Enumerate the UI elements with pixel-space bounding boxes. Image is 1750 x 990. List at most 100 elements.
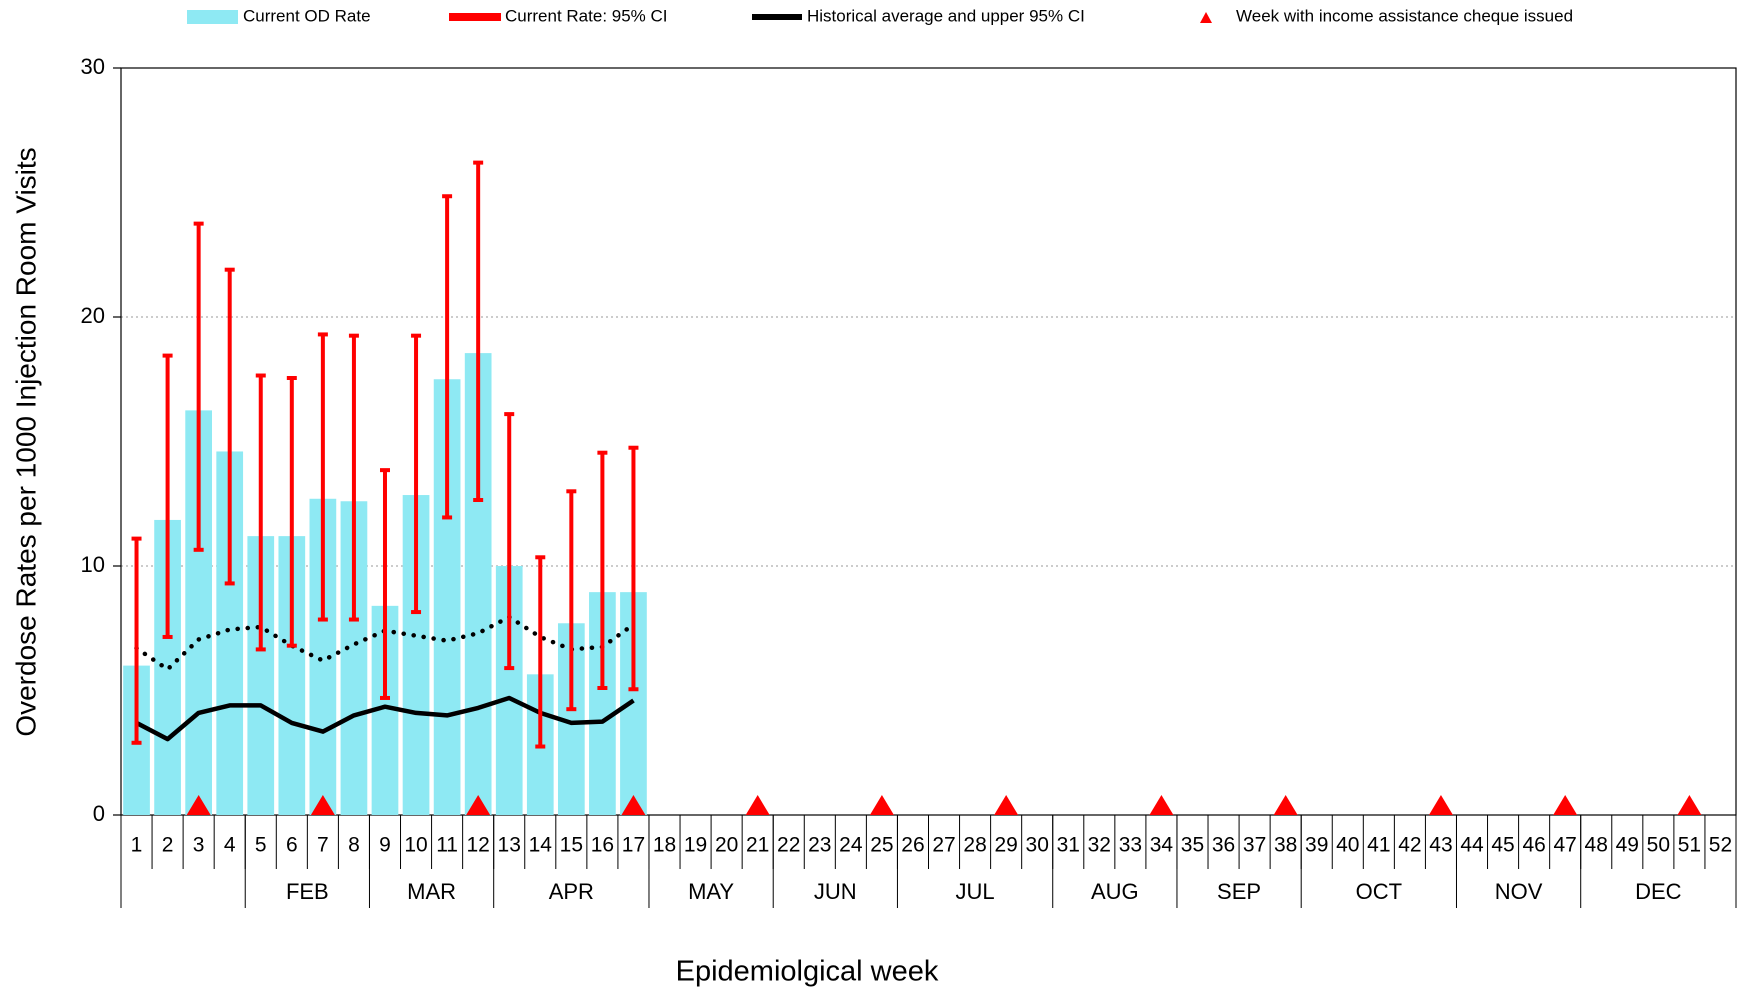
ci-bar [162,353,173,639]
legend-label: Current OD Rate [243,6,371,25]
x-tick-label: 11 [436,834,458,857]
ci-bar [255,373,266,652]
month-label: AUG [1091,879,1139,904]
cheque-marker [745,795,770,815]
x-tick-label: 6 [286,834,298,857]
x-tick-label: 24 [839,834,863,857]
x-tick-label: 33 [1119,834,1142,857]
x-tick-label: 48 [1585,834,1608,857]
month-label: DEC [1635,879,1682,904]
month-label: OCT [1356,879,1402,904]
ci-bar [535,555,546,749]
x-tick-label: 1 [131,834,143,857]
x-tick-label: 2 [162,834,174,857]
x-tick-label: 37 [1243,834,1266,857]
historical-average-line [135,695,635,742]
x-tick-label: 47 [1554,834,1577,857]
x-tick-label: 22 [777,834,800,857]
x-tick-label: 5 [255,834,267,857]
x-tick-label: 41 [1367,834,1390,857]
x-tick-label: 35 [1181,834,1204,857]
month-label: FEB [286,879,329,904]
x-tick-label: 39 [1305,834,1328,857]
ci-bar [442,194,453,520]
cheque-marker [1273,795,1298,815]
ci-bar [566,489,577,712]
x-tick-label: 42 [1398,834,1421,857]
month-label: MAR [407,879,456,904]
ci-bar [628,445,639,692]
x-tick-label: 29 [994,834,1017,857]
cheque-marker [1149,795,1174,815]
x-tick-label: 26 [901,834,924,857]
cheque-marker [1428,795,1453,815]
x-tick-label: 31 [1057,834,1080,857]
ci-bar [411,333,422,615]
ci-bar [379,468,390,700]
x-tick-label: 30 [1026,834,1049,857]
x-tick-label: 38 [1274,834,1297,857]
x-tick-label: 46 [1522,834,1545,857]
x-tick-label: 44 [1460,834,1484,857]
ci-bar [193,221,204,552]
cheque-marker [1553,795,1578,815]
x-tick-label: 3 [193,834,205,857]
y-tick-label: 10 [81,552,105,577]
x-tick-label: 13 [498,834,521,857]
x-tick-label: 4 [224,834,236,857]
cheque-marker [310,795,335,815]
legend-swatch [1200,12,1212,23]
x-tick-label: 20 [715,834,738,857]
x-tick-label: 36 [1212,834,1235,857]
x-tick-label: 51 [1678,834,1701,857]
x-tick-label: 23 [808,834,831,857]
x-tick-label: 17 [622,834,645,857]
x-tick-label: 7 [317,834,329,857]
x-tick-label: 28 [963,834,986,857]
cheque-marker [186,795,211,815]
x-tick-label: 25 [870,834,893,857]
month-label: JUN [814,879,857,904]
x-tick-label: 15 [560,834,583,857]
y-axis-title: Overdose Rates per 1000 Injection Room V… [10,147,41,736]
legend-label: Week with income assistance cheque issue… [1236,6,1573,25]
x-tick-label: 12 [466,834,489,857]
month-label: NOV [1495,879,1543,904]
y-tick-label: 30 [81,54,105,79]
legend-swatch [752,14,802,20]
month-label: JUL [956,879,995,904]
cheque-marker [869,795,894,815]
x-tick-label: 49 [1616,834,1639,857]
ci-bar [504,412,515,671]
cheque-marker [621,795,646,815]
x-tick-label: 45 [1491,834,1514,857]
cheque-marker [1677,795,1702,815]
x-tick-label: 9 [379,834,391,857]
month-label: MAY [688,879,734,904]
y-tick-label: 0 [93,801,105,826]
x-tick-label: 10 [404,834,427,857]
x-tick-label: 16 [591,834,614,857]
ci-bar [473,160,484,503]
x-tick-label: 14 [529,834,553,857]
ci-bar [286,376,297,648]
x-tick-label: 43 [1429,834,1452,857]
legend-swatch [449,13,501,21]
x-tick-label: 40 [1336,834,1359,857]
ci-bar [131,536,142,745]
x-tick-label: 34 [1150,834,1174,857]
x-tick-label: 27 [932,834,955,857]
ci-bar [317,332,328,622]
ci-bar [597,450,608,691]
month-label: SEP [1217,879,1261,904]
x-tick-label: 19 [684,834,707,857]
ci-bar [348,333,359,622]
y-tick-label: 20 [81,303,105,328]
cheque-marker [994,795,1019,815]
x-axis-title: Epidemiolgical week [676,956,939,988]
legend-swatch [187,10,238,24]
legend-label: Historical average and upper 95% CI [807,6,1085,25]
x-tick-label: 8 [348,834,360,857]
x-tick-label: 18 [653,834,676,857]
